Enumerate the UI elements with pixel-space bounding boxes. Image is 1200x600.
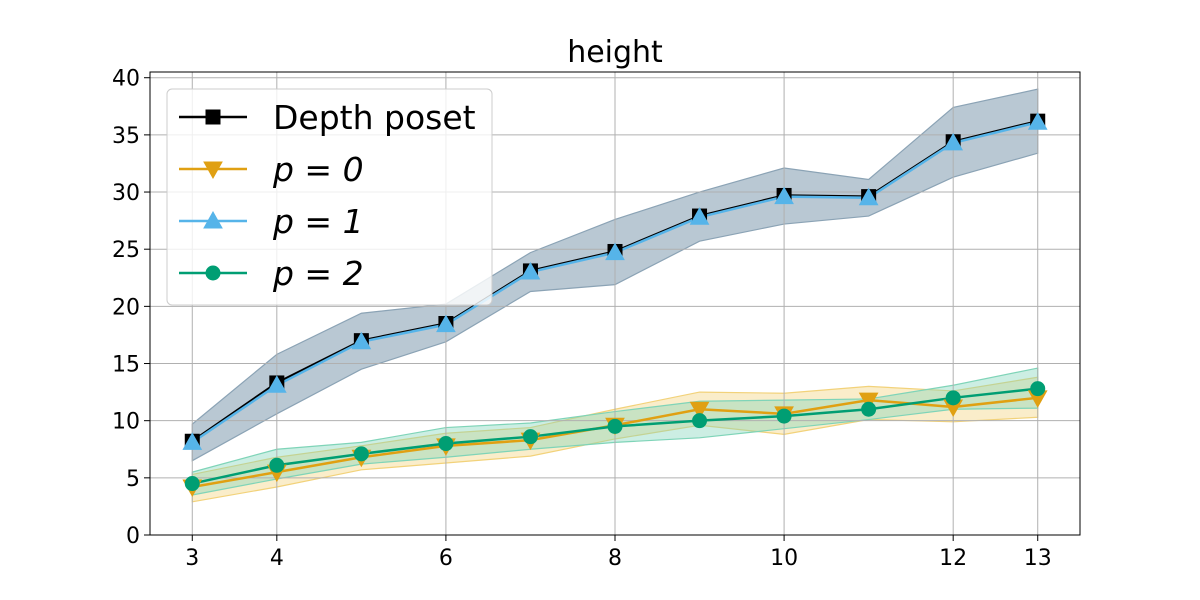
data-point-series-3 xyxy=(522,429,538,445)
data-point-series-3 xyxy=(861,401,877,417)
legend-marker-2 xyxy=(203,210,223,229)
data-point-series-3 xyxy=(607,418,623,434)
data-point-series-3 xyxy=(945,390,961,406)
x-tick-label: 12 xyxy=(939,546,967,571)
y-tick-label: 10 xyxy=(112,410,140,435)
y-tick-label: 0 xyxy=(126,524,140,549)
legend-marker-0 xyxy=(205,109,221,125)
chart-title: height xyxy=(567,35,663,70)
legend-box xyxy=(166,88,493,306)
y-axis-ticks: 0 5 10 15 20 25 30 35 40 xyxy=(112,67,150,549)
y-tick-label: 25 xyxy=(112,238,140,263)
legend-marker-3 xyxy=(205,265,221,281)
data-point-series-3 xyxy=(269,457,285,473)
y-tick-label: 40 xyxy=(112,67,140,92)
y-tick-label: 30 xyxy=(112,181,140,206)
x-tick-label: 13 xyxy=(1024,546,1052,571)
y-tick-label: 35 xyxy=(112,124,140,149)
data-point-series-3 xyxy=(184,476,200,492)
x-tick-label: 10 xyxy=(770,546,798,571)
data-point-series-3 xyxy=(692,413,708,429)
data-point-series-2 xyxy=(605,242,625,261)
data-point-series-2 xyxy=(943,132,964,151)
series-markers xyxy=(182,112,1048,498)
x-tick-label: 6 xyxy=(439,546,453,571)
data-point-series-2 xyxy=(520,262,541,280)
legend: Depth poset p = 0 p = 1 p = 2 xyxy=(166,88,493,306)
y-tick-label: 5 xyxy=(126,467,140,492)
x-tick-label: 8 xyxy=(608,546,622,571)
data-point-series-1 xyxy=(689,401,710,420)
data-point-series-2 xyxy=(858,187,879,206)
legend-label-0: Depth poset xyxy=(273,98,476,137)
legend-label-2: p = 1 xyxy=(272,202,364,241)
x-tick-label: 4 xyxy=(270,546,284,571)
data-point-series-3 xyxy=(438,436,454,452)
x-axis-ticks: 3 4 6 8 10 12 13 xyxy=(185,535,1052,571)
data-point-series-2 xyxy=(351,331,372,350)
data-point-series-2 xyxy=(689,207,710,225)
legend-label-3: p = 2 xyxy=(272,254,364,293)
y-tick-label: 15 xyxy=(112,353,140,378)
data-point-series-2 xyxy=(774,186,794,205)
x-tick-label: 3 xyxy=(185,546,199,571)
data-point-series-3 xyxy=(776,408,792,424)
data-point-series-2 xyxy=(436,314,456,333)
legend-marker-1 xyxy=(203,161,223,180)
legend-label-1: p = 0 xyxy=(272,150,364,189)
data-point-series-2 xyxy=(1027,112,1048,130)
data-point-series-1 xyxy=(858,392,879,411)
data-point-series-3 xyxy=(353,446,369,462)
y-tick-label: 20 xyxy=(112,295,140,320)
data-point-series-2 xyxy=(266,375,287,393)
data-point-series-2 xyxy=(182,432,203,450)
data-point-series-3 xyxy=(1030,381,1046,397)
